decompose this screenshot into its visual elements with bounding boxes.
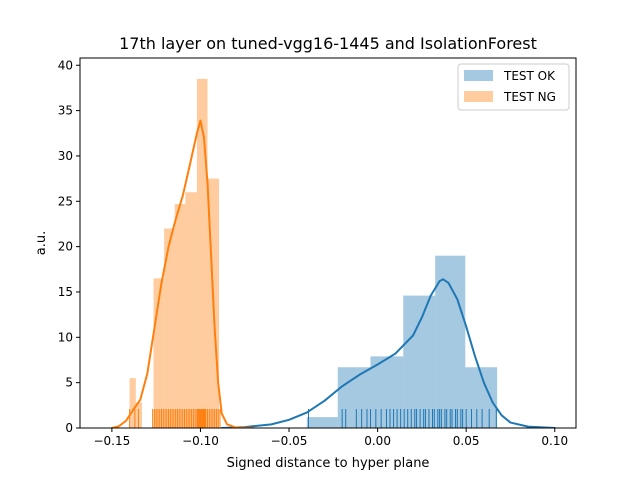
legend-box xyxy=(457,63,570,111)
x-tick-label: −0.05 xyxy=(271,434,308,448)
y-tick-label: 5 xyxy=(65,376,73,390)
y-axis-label: a.u. xyxy=(34,231,49,255)
plot-frame xyxy=(79,57,577,429)
plot-area xyxy=(110,78,556,428)
y-tick-label: 25 xyxy=(58,194,73,208)
test-ng-hist-bar xyxy=(129,378,136,428)
y-tick-label: 30 xyxy=(58,149,73,163)
test-ng-kde-line xyxy=(110,119,255,428)
y-tick-label: 20 xyxy=(58,240,73,254)
test-ok-hist-bar xyxy=(403,295,436,428)
x-tick-label: 0.00 xyxy=(364,434,391,448)
y-tick-label: 10 xyxy=(58,330,73,344)
x-tick-label: −0.10 xyxy=(182,434,219,448)
x-axis-label: Signed distance to hyper plane xyxy=(227,456,430,471)
y-tick-label: 15 xyxy=(58,285,73,299)
chart-title: 17th layer on tuned-vgg16-1445 and Isola… xyxy=(119,34,537,53)
x-tick-label: 0.05 xyxy=(453,434,480,448)
test-ok-kde-line xyxy=(220,278,556,428)
x-tick-label: 0.10 xyxy=(541,434,568,448)
test-ng-hist-bar xyxy=(164,228,175,428)
series-layer xyxy=(110,78,556,428)
y-tick-label: 0 xyxy=(65,421,73,435)
test-ng-legend-swatch xyxy=(464,91,493,102)
test-ok-hist-bar xyxy=(306,417,338,428)
test-ng-hist-bar xyxy=(174,204,186,428)
y-tick-label: 35 xyxy=(58,104,73,118)
test-ng-hist-bar xyxy=(185,192,197,428)
test-ng-hist-bar xyxy=(196,78,208,428)
legend: TEST OK TEST NG xyxy=(457,63,570,111)
test-ok-legend-swatch xyxy=(464,70,493,81)
x-axis: −0.15 −0.10 −0.05 0.00 0.05 0.10 xyxy=(93,428,568,448)
test-ng-legend-label: TEST NG xyxy=(503,90,556,104)
y-axis: 0 5 10 15 20 25 30 35 40 xyxy=(58,58,80,435)
test-ok-legend-label: TEST OK xyxy=(503,69,556,83)
y-tick-label: 40 xyxy=(58,58,73,72)
x-tick-label: −0.15 xyxy=(93,434,130,448)
test-ng-hist-bar xyxy=(153,278,165,428)
